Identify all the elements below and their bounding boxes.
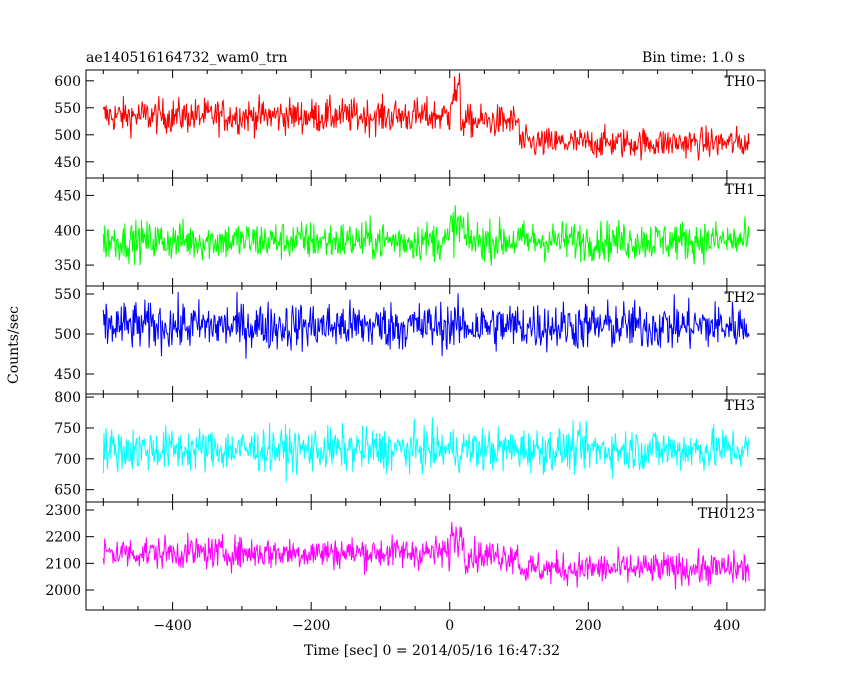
y-tick-label: 2000 bbox=[45, 583, 81, 599]
chart-title: ae140516164732_wam0_trn bbox=[86, 50, 287, 66]
y-tick-label: 2300 bbox=[45, 503, 81, 519]
panel-label-th2: TH2 bbox=[725, 290, 755, 306]
x-tick-label: 0 bbox=[445, 618, 454, 634]
y-tick-label: 2100 bbox=[45, 556, 81, 572]
y-tick-label: 2200 bbox=[45, 530, 81, 546]
y-tick-label: 700 bbox=[54, 452, 81, 468]
panel-frame-th0123 bbox=[86, 502, 765, 610]
y-tick-label: 750 bbox=[54, 421, 81, 437]
x-tick-label: −200 bbox=[292, 618, 330, 634]
y-tick-label: 400 bbox=[54, 223, 81, 239]
y-tick-label: 350 bbox=[54, 258, 81, 274]
y-tick-label: 800 bbox=[54, 390, 81, 406]
panel-label-th0: TH0 bbox=[725, 74, 755, 90]
y-axis-label: Counts/sec bbox=[6, 306, 22, 384]
series-line-th0 bbox=[103, 73, 749, 161]
y-tick-label: 650 bbox=[54, 483, 81, 499]
panel-label-th0123: TH0123 bbox=[698, 506, 755, 522]
x-tick-label: −400 bbox=[153, 618, 191, 634]
y-tick-label: 450 bbox=[54, 155, 81, 171]
panel-label-th1: TH1 bbox=[725, 182, 755, 198]
x-tick-label: 400 bbox=[714, 618, 741, 634]
panels-group: 450 500 550 600 TH0 350 400 450 TH1 450 500 550 TH2 6… bbox=[45, 70, 765, 634]
y-tick-label: 500 bbox=[54, 327, 81, 343]
x-axis-label: Time [sec] 0 = 2014/05/16 16:47:32 bbox=[304, 643, 560, 659]
series-line-th0123 bbox=[103, 522, 749, 590]
series-line-th1 bbox=[103, 205, 749, 266]
bin-time-label: Bin time: 1.0 s bbox=[642, 50, 745, 66]
y-tick-label: 450 bbox=[54, 188, 81, 204]
y-tick-label: 500 bbox=[54, 128, 81, 144]
y-tick-label: 550 bbox=[54, 287, 81, 303]
y-tick-label: 450 bbox=[54, 367, 81, 383]
y-tick-label: 550 bbox=[54, 101, 81, 117]
series-line-th3 bbox=[103, 417, 749, 482]
light-curve-chart: ae140516164732_wam0_trn Bin time: 1.0 s … bbox=[0, 0, 850, 680]
panel-label-th3: TH3 bbox=[725, 398, 755, 414]
x-tick-label: 200 bbox=[575, 618, 602, 634]
y-tick-label: 600 bbox=[54, 74, 81, 90]
series-line-th2 bbox=[103, 292, 749, 359]
